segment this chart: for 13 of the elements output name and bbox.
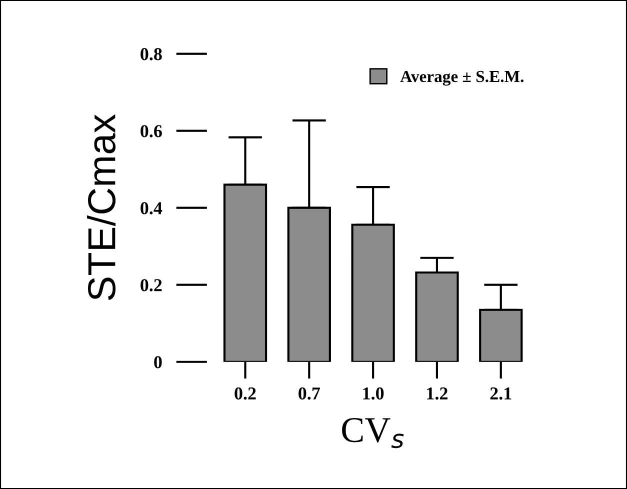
x-tick-label: 2.1 — [490, 387, 512, 400]
x-tick-label: 0.7 — [298, 387, 320, 400]
y-tick-label: 0 — [154, 356, 162, 368]
legend-label: Average ± S.E.M. — [400, 70, 524, 86]
y-tick-label: 0.6 — [140, 125, 162, 138]
y-axis-title: STE/Cmax — [86, 114, 116, 300]
y-tick-label: 0.4 — [140, 202, 162, 214]
x-tick-label: 0.2 — [234, 387, 256, 400]
x-tick-label: 1.0 — [363, 387, 384, 400]
y-tick-label: 0.8 — [140, 48, 162, 60]
x-axis-title: CV$_{s}$ — [342, 418, 404, 448]
x-tick-label: 1.2 — [427, 387, 448, 400]
y-tick-label: 0.2 — [140, 279, 162, 292]
